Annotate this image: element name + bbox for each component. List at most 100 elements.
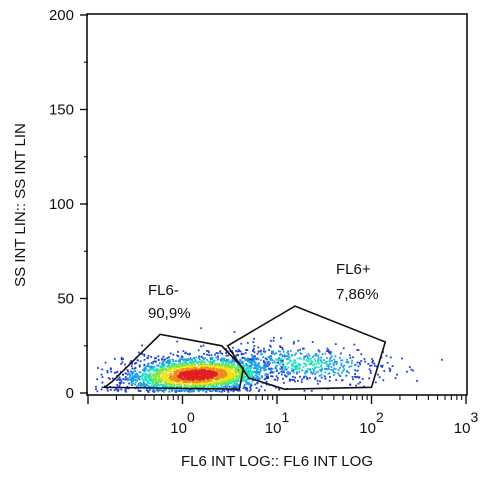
event-dot: [132, 377, 135, 380]
event-dot: [287, 351, 289, 354]
event-dot: [308, 368, 311, 370]
event-dot: [283, 368, 286, 371]
event-dot: [209, 365, 212, 367]
event-dot: [112, 377, 114, 380]
event-dot: [137, 389, 140, 392]
event-dot: [179, 374, 182, 376]
event-dot: [263, 351, 266, 354]
event-dot: [160, 388, 162, 391]
event-dot: [126, 373, 129, 376]
event-dot: [227, 362, 230, 364]
event-dot: [174, 370, 177, 373]
event-dot: [250, 376, 253, 378]
event-dot: [142, 380, 145, 383]
event-dot: [385, 354, 388, 357]
event-dot: [270, 370, 273, 373]
event-dot: [380, 356, 383, 359]
event-dot: [242, 387, 245, 389]
event-dot: [254, 383, 257, 386]
event-dot: [179, 389, 182, 391]
gate-percent-label: 90,9%: [148, 305, 191, 322]
event-dot: [236, 379, 239, 382]
event-dot: [235, 354, 238, 357]
event-dot: [231, 359, 234, 362]
event-dot: [276, 379, 279, 382]
event-dot: [246, 358, 249, 360]
event-dot: [339, 356, 341, 359]
event-dot: [232, 386, 235, 389]
event-dot: [209, 363, 212, 366]
event-dot: [159, 389, 161, 392]
event-dot: [256, 372, 258, 375]
event-dot: [147, 385, 150, 387]
event-dot: [229, 367, 232, 369]
event-dot: [131, 367, 134, 370]
event-dot: [225, 359, 228, 362]
event-dot: [249, 364, 252, 367]
event-dot: [204, 367, 207, 370]
event-dot: [109, 389, 112, 391]
event-dot: [332, 363, 335, 366]
event-dot: [333, 367, 335, 370]
event-dot: [128, 382, 130, 385]
event-dot: [258, 378, 260, 381]
event-dot: [222, 360, 225, 363]
event-dot: [156, 388, 158, 391]
event-dot: [162, 367, 165, 369]
event-dot: [299, 363, 302, 366]
event-dot: [183, 373, 186, 376]
event-dot: [178, 365, 180, 367]
event-dot: [317, 349, 320, 352]
event-dot: [276, 369, 278, 371]
event-dot: [180, 364, 183, 366]
event-dot: [189, 390, 191, 393]
event-dot: [178, 382, 180, 384]
event-dot: [151, 362, 154, 365]
event-dot: [310, 363, 313, 366]
event-dot: [329, 362, 332, 365]
event-dot: [314, 373, 317, 376]
event-dot: [157, 390, 160, 393]
event-dot: [326, 350, 328, 352]
event-dot: [298, 363, 300, 365]
event-dot: [340, 359, 343, 362]
event-dot: [271, 352, 273, 355]
event-dot: [240, 362, 242, 365]
x-tick-base: 10: [265, 420, 282, 437]
event-dot: [175, 383, 178, 386]
event-dot: [237, 369, 240, 372]
event-dot: [184, 362, 187, 365]
event-dot: [210, 380, 213, 383]
event-dot: [280, 370, 283, 373]
event-dot: [147, 369, 149, 372]
event-dot: [198, 367, 201, 370]
event-dot: [155, 360, 157, 363]
event-dot: [321, 368, 324, 371]
event-dot: [122, 382, 125, 384]
event-dot: [207, 367, 210, 370]
event-dot: [172, 360, 175, 363]
event-dot: [223, 382, 226, 385]
event-dot: [265, 358, 268, 361]
event-dot: [233, 371, 235, 374]
event-dot: [279, 350, 281, 353]
event-dot: [284, 366, 287, 368]
event-dot: [254, 357, 256, 360]
event-dot: [339, 367, 341, 369]
event-dot: [218, 375, 220, 377]
event-dot: [349, 383, 352, 386]
event-dot: [137, 384, 140, 387]
event-dot: [286, 362, 289, 365]
event-dot: [292, 342, 295, 345]
event-dot: [212, 364, 215, 367]
event-dot: [238, 384, 240, 386]
event-dot: [216, 390, 219, 392]
event-dot: [225, 365, 228, 367]
event-dot: [192, 384, 194, 387]
event-dot: [355, 364, 357, 366]
event-dot: [303, 356, 305, 359]
event-dot: [267, 377, 269, 379]
y-tick-label: 150: [49, 102, 74, 119]
event-dot: [172, 362, 175, 365]
event-dot: [147, 357, 149, 360]
